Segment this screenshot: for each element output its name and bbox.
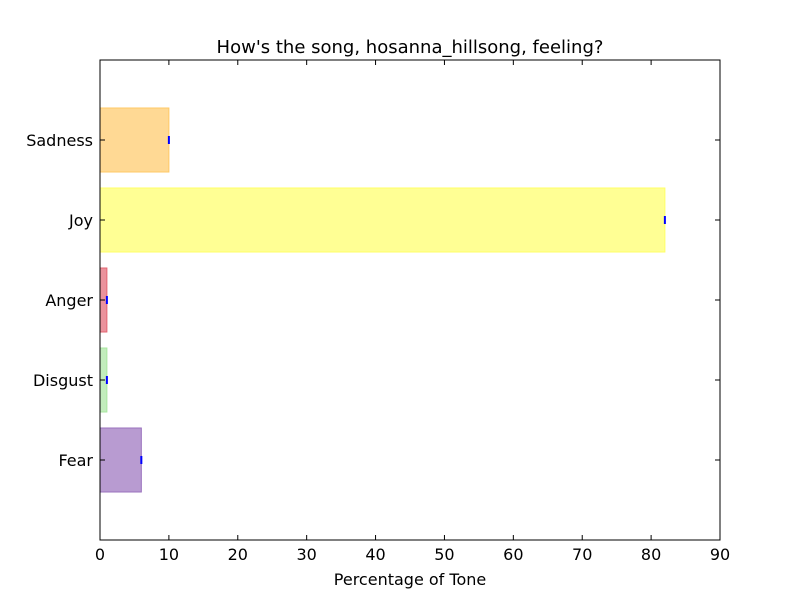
x-tick-label-10: 10 xyxy=(159,545,179,564)
x-tick-label-0: 0 xyxy=(95,545,105,564)
x-axis: 0 10 20 30 40 50 60 70 80 90 xyxy=(95,60,730,564)
y-tick-label-anger: Anger xyxy=(45,291,93,310)
bars-group xyxy=(99,107,666,493)
x-tick-label-70: 70 xyxy=(572,545,592,564)
bar-joy xyxy=(99,187,666,253)
y-tick-label-sadness: Sadness xyxy=(26,131,93,150)
x-tick-label-60: 60 xyxy=(503,545,523,564)
x-tick-label-30: 30 xyxy=(296,545,316,564)
y-tick-label-joy: Joy xyxy=(68,211,93,230)
chart-title: How's the song, hosanna_hillsong, feelin… xyxy=(217,37,604,58)
x-tick-label-50: 50 xyxy=(434,545,454,564)
y-axis: Fear Disgust Anger Joy Sadness xyxy=(26,131,720,470)
x-tick-label-90: 90 xyxy=(710,545,730,564)
y-tick-label-disgust: Disgust xyxy=(33,371,93,390)
x-tick-label-40: 40 xyxy=(365,545,385,564)
x-tick-label-80: 80 xyxy=(641,545,661,564)
error-markers-group xyxy=(105,136,666,464)
plot-frame xyxy=(99,59,721,541)
bar-sadness xyxy=(99,107,170,173)
bar-fear xyxy=(99,427,142,493)
x-tick-label-20: 20 xyxy=(228,545,248,564)
x-axis-label: Percentage of Tone xyxy=(334,570,486,589)
y-tick-label-fear: Fear xyxy=(58,451,93,470)
